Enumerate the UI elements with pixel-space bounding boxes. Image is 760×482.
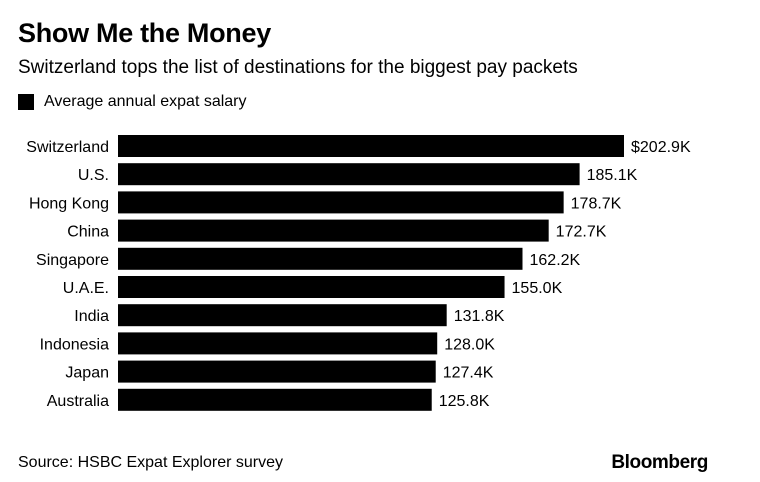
- bar-switzerland: [118, 135, 624, 157]
- value-label-china: 172.7K: [556, 224, 607, 241]
- legend-label: Average annual expat salary: [44, 93, 247, 110]
- category-label-u-a-e: U.A.E.: [63, 280, 109, 297]
- value-label-hong-kong: 178.7K: [571, 195, 622, 212]
- category-label-indonesia: Indonesia: [40, 336, 109, 353]
- bar-singapore: [118, 247, 523, 270]
- chart-subtitle: Switzerland tops the list of destination…: [18, 57, 578, 78]
- value-label-indonesia: 128.0K: [444, 336, 495, 353]
- legend-swatch: [18, 94, 34, 110]
- value-label-australia: 125.8K: [439, 393, 490, 410]
- value-label-u-s: 185.1K: [587, 167, 638, 184]
- value-label-u-a-e: 155.0K: [512, 280, 563, 297]
- bar-indonesia: [118, 332, 438, 355]
- bloomberg-logo: Bloomberg: [611, 452, 708, 473]
- category-label-u-s: U.S.: [78, 167, 109, 184]
- bar-u-a-e: [118, 276, 505, 298]
- value-label-japan: 127.4K: [443, 365, 494, 382]
- category-label-australia: Australia: [47, 393, 109, 410]
- category-label-singapore: Singapore: [36, 252, 109, 269]
- category-label-switzerland: Switzerland: [26, 139, 109, 156]
- bar-u-s: [118, 163, 580, 186]
- category-label-india: India: [74, 308, 109, 325]
- source-note: Source: HSBC Expat Explorer survey: [18, 454, 283, 471]
- category-label-china: China: [67, 224, 109, 241]
- bar-india: [118, 304, 447, 327]
- value-label-india: 131.8K: [454, 308, 505, 325]
- value-label-singapore: 162.2K: [530, 252, 581, 269]
- category-label-hong-kong: Hong Kong: [29, 195, 109, 212]
- chart-title: Show Me the Money: [18, 18, 271, 48]
- value-label-switzerland: $202.9K: [631, 139, 691, 156]
- bar-hong-kong: [118, 191, 564, 214]
- bar-australia: [118, 388, 432, 411]
- category-label-japan: Japan: [65, 365, 109, 382]
- bar-china: [118, 219, 549, 242]
- legend: Average annual expat salary: [18, 93, 247, 111]
- bar-japan: [118, 360, 436, 383]
